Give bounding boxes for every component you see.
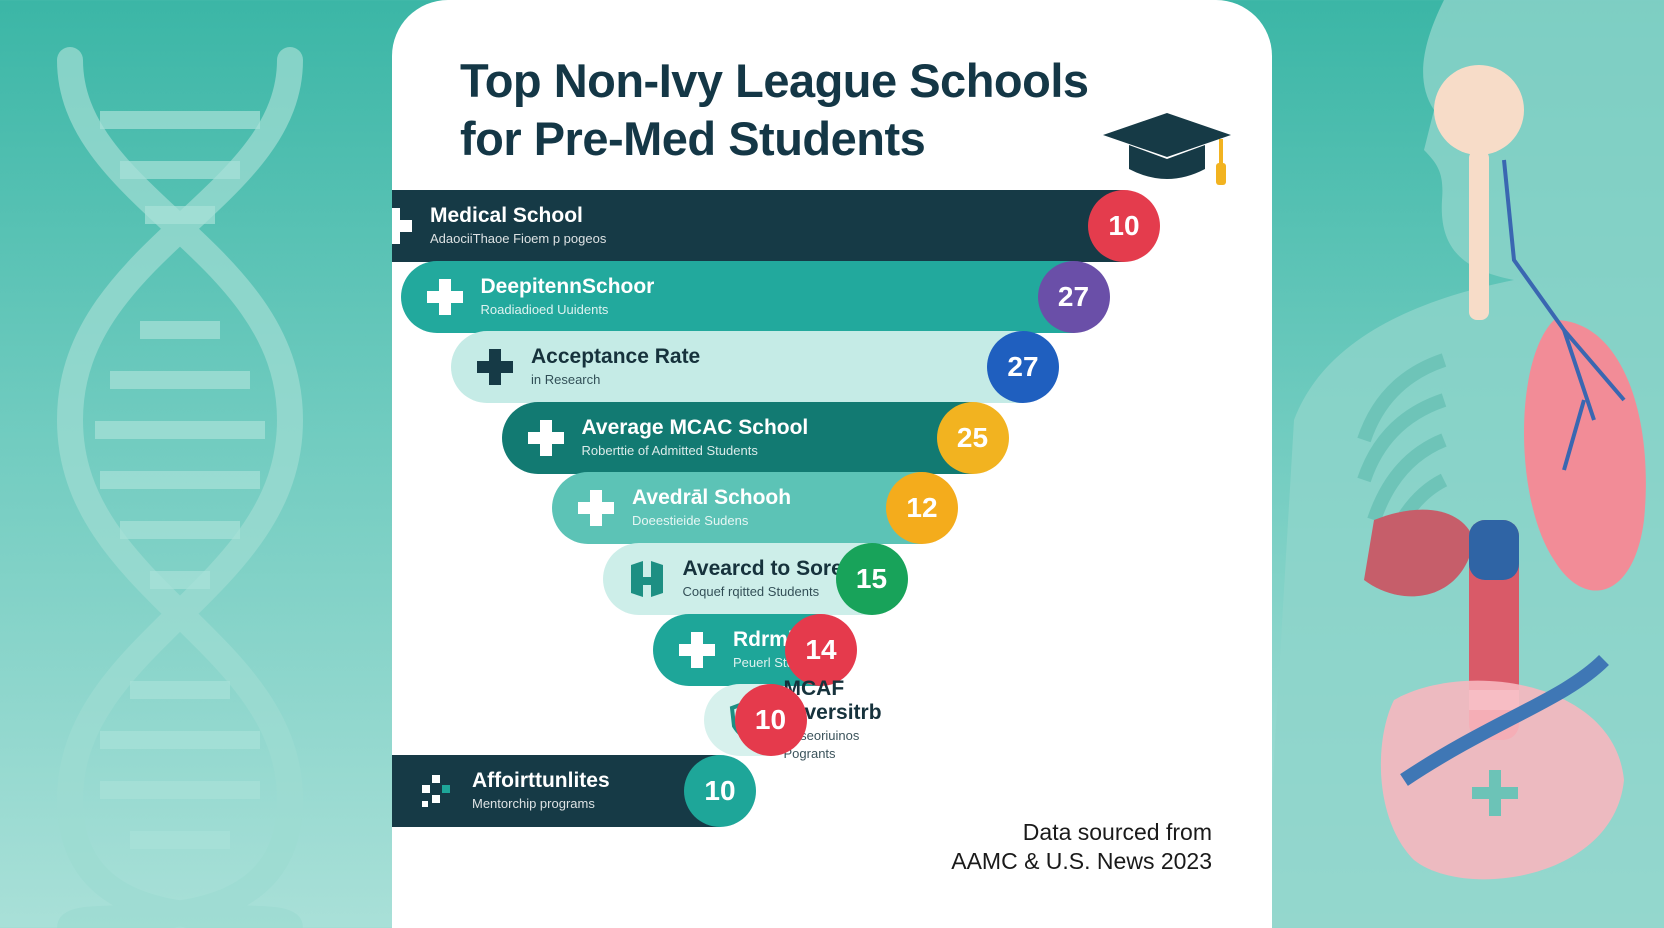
ranking-row: DeepitennSchoor Roadiadioed Uuidents <box>400 260 1074 333</box>
grid-icon <box>414 769 458 813</box>
human-anatomy-icon <box>1264 0 1664 928</box>
ranking-row: Avedrāl Schooh Doeestieide Sudens <box>552 472 922 545</box>
plus-icon <box>423 275 467 319</box>
value-badge: 10 <box>734 684 807 757</box>
row-sublabel: in Research <box>531 372 601 388</box>
source-note: Data sourced from AAMC & U.S. News 2023 <box>951 818 1212 876</box>
title-line-2: for Pre-Med Students <box>460 112 926 165</box>
value-badge: 14 <box>785 613 857 686</box>
plus-icon <box>392 204 416 248</box>
page-title: Top Non-Ivy League Schools for Pre-Med S… <box>460 52 1160 168</box>
source-line-1: Data sourced from <box>1022 819 1212 845</box>
row-label: MCAF Diversitrb <box>783 677 882 725</box>
plus-icon <box>574 486 618 530</box>
row-sublabel: Coquef rqitted Students <box>682 584 820 599</box>
source-line-2: AAMC & U.S. News 2023 <box>951 848 1212 874</box>
value-badge: 12 <box>886 472 958 545</box>
ranking-list: Medical School AdaociiThaoe Fioem p pogeo… <box>392 0 1272 928</box>
anatomy-background <box>1264 0 1664 928</box>
ranking-row: Medical School AdaociiThaoe Fioem p pogeo… <box>392 190 1124 262</box>
row-label: Affoirttunlites <box>472 768 610 792</box>
ranking-row: Average MCAC School Roberttie of Admitted… <box>501 401 973 474</box>
plus-icon <box>524 416 568 460</box>
row-sublabel: Roadiadioed Uuidents <box>480 301 609 317</box>
value-badge: 15 <box>835 543 908 615</box>
ranking-row: Avearcd to Sored Coquef rqitted Students <box>602 543 872 615</box>
value-badge: 25 <box>936 401 1009 474</box>
row-sublabel: Mentorchip programs <box>472 795 595 811</box>
row-label: Acceptance Rate <box>531 345 701 369</box>
row-label: Avedrāl Schooh <box>632 486 792 510</box>
dna-background <box>0 0 400 928</box>
row-sublabel: Roberttie of Admitted Students <box>581 442 758 458</box>
infographic-card: Top Non-Ivy League Schools for Pre-Med S… <box>392 0 1272 928</box>
graduation-cap-icon <box>1103 113 1231 185</box>
row-sublabel: Doeestieide Sudens <box>632 513 749 529</box>
value-badge: 27 <box>987 331 1059 404</box>
value-badge: 10 <box>1088 190 1160 262</box>
plus-icon <box>473 345 517 389</box>
plus-icon <box>675 628 719 672</box>
value-badge: 27 <box>1037 260 1110 333</box>
row-label: Medical School <box>430 204 583 227</box>
row-label: Avearcd to Sored <box>682 557 856 580</box>
ranking-row: Acceptance Rate in Research <box>451 331 1023 404</box>
row-sublabel: AdaociiThaoe Fioem p pogeos <box>430 231 607 246</box>
row-label: DeepitennSchoor <box>480 274 655 298</box>
dna-helix-icon <box>56 47 304 928</box>
ranking-row: Affoirttunlites Mentorchip programs <box>392 754 720 827</box>
building-icon <box>625 557 669 601</box>
row-label: Average MCAC School <box>581 415 809 439</box>
title-line-1: Top Non-Ivy League Schools <box>460 54 1089 107</box>
value-badge: 10 <box>684 754 756 827</box>
